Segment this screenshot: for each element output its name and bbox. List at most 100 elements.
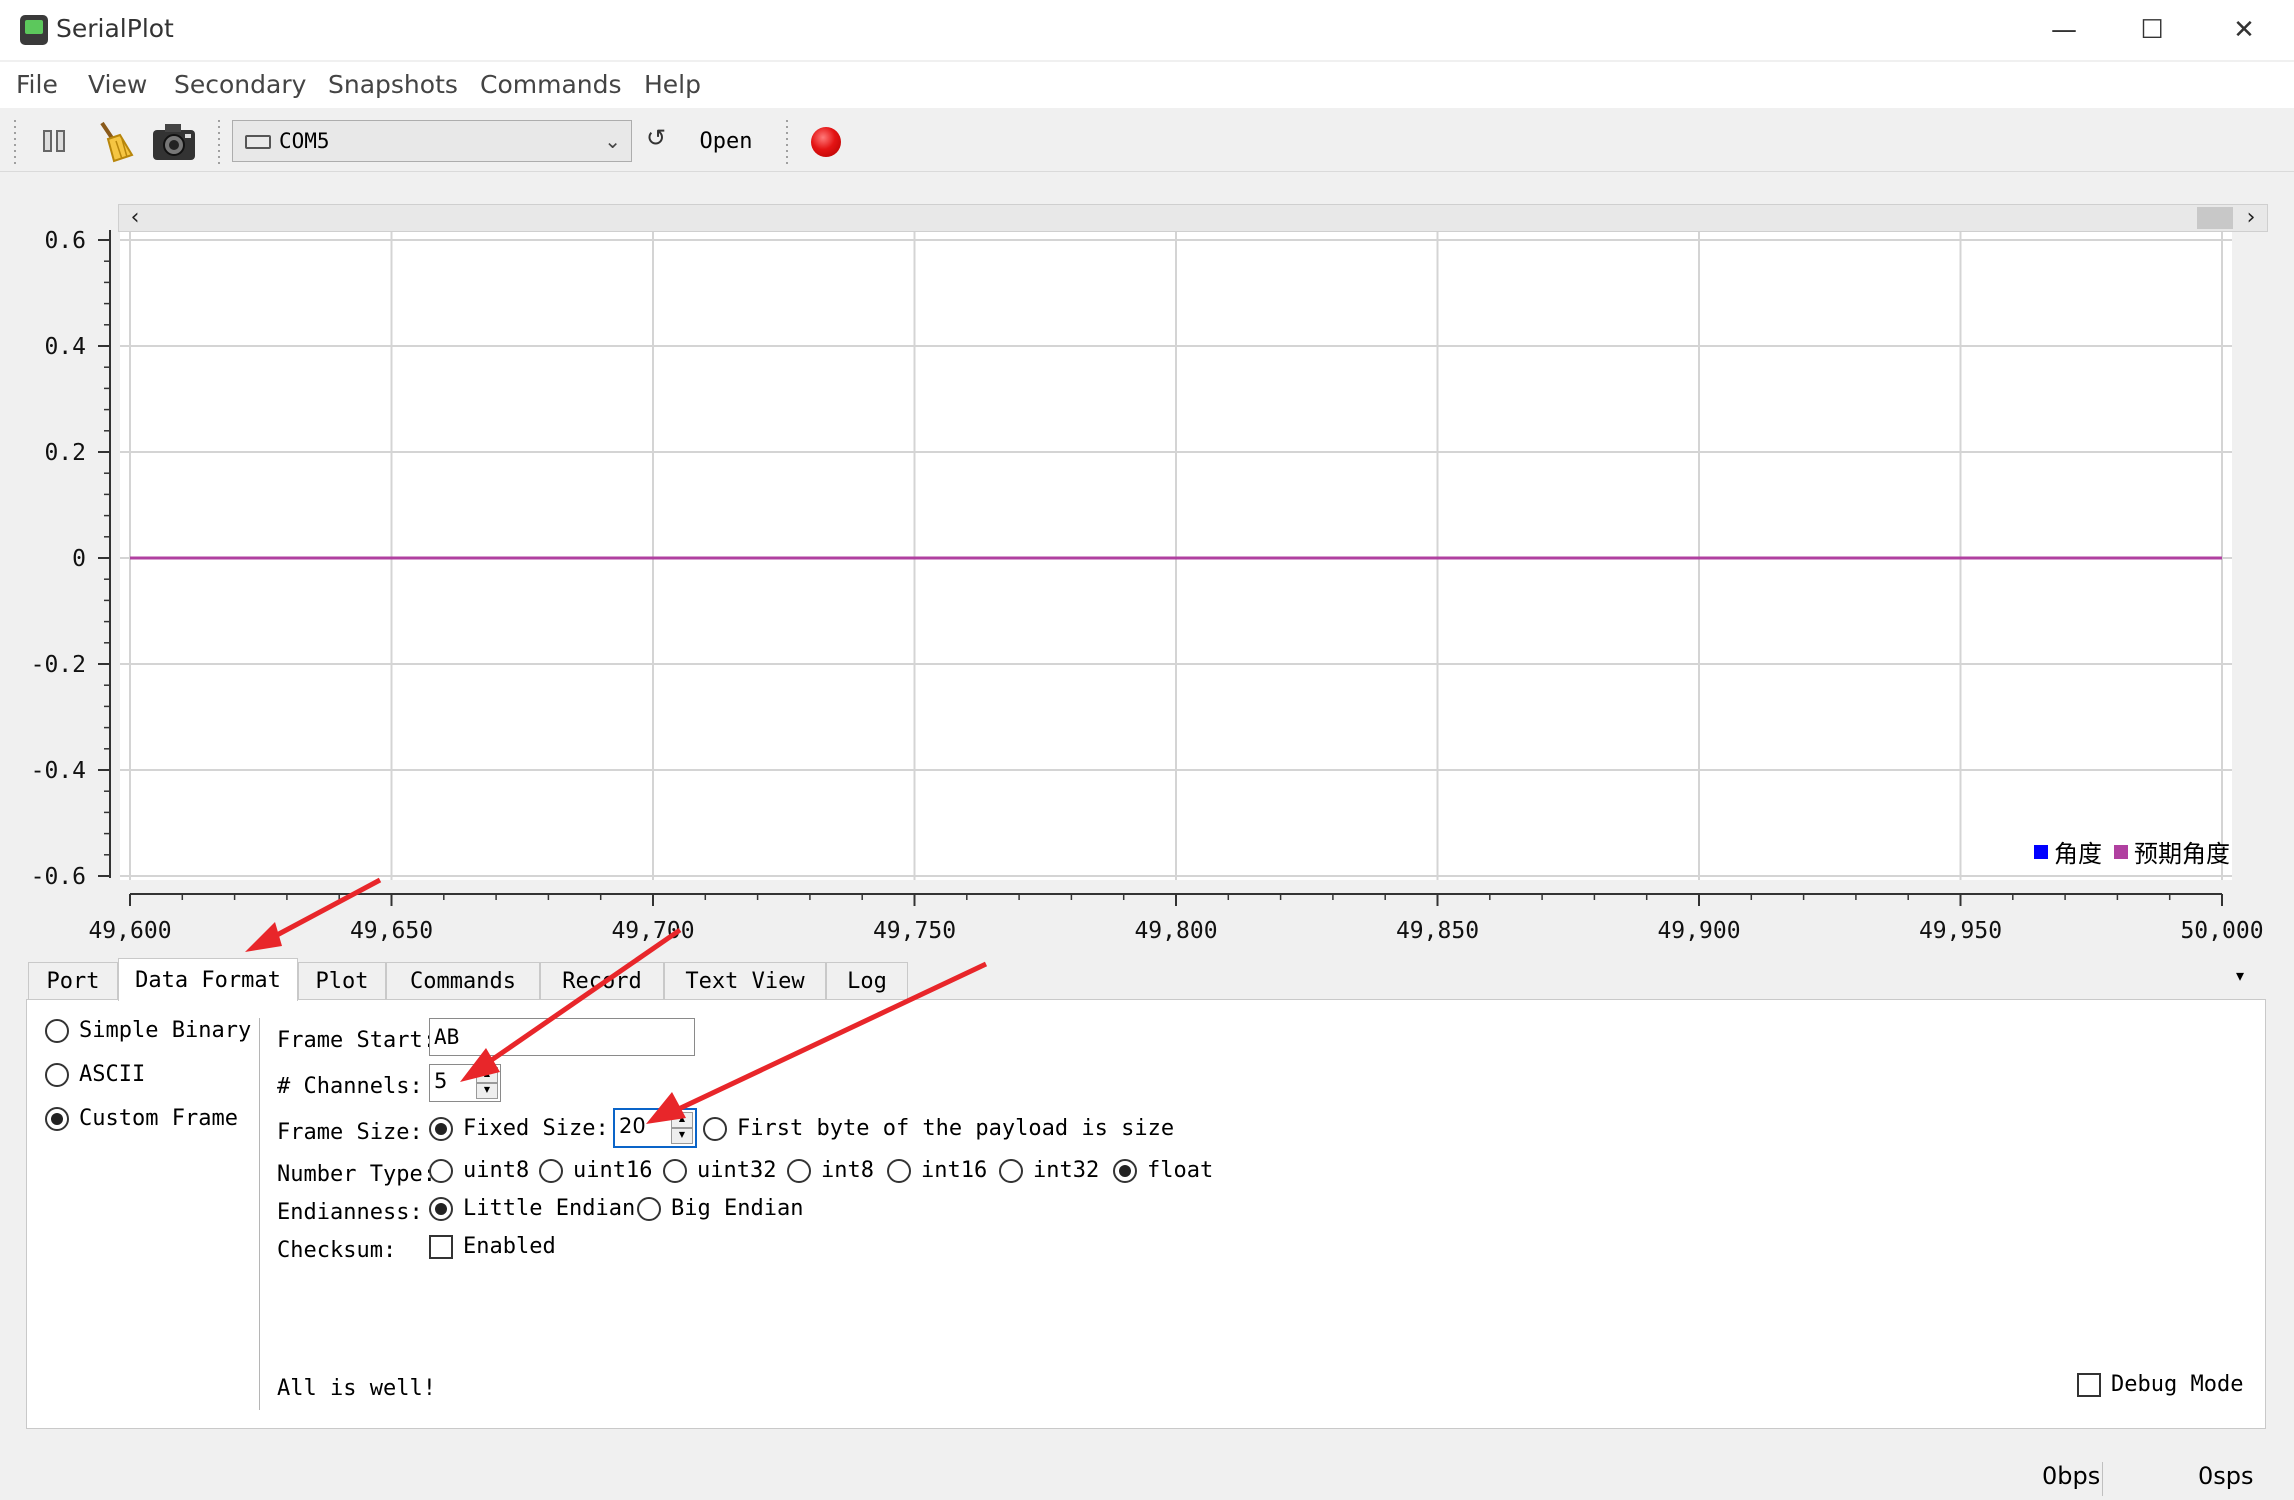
mode-custom-frame[interactable]: Custom Frame (45, 1106, 238, 1131)
radio-button[interactable] (429, 1158, 453, 1183)
legend-item[interactable]: 角度 (2034, 834, 2102, 869)
toolbar: COM5 ⌄ ↺ Open (0, 110, 2294, 172)
number-type-uint16[interactable]: uint16 (539, 1158, 652, 1183)
snapshot-button[interactable] (150, 118, 198, 164)
tab-data-format[interactable]: Data Format (118, 958, 298, 1001)
bytes-per-second: 0bps (2042, 1462, 2101, 1490)
x-tick-label: 49,600 (88, 918, 171, 944)
radio-button[interactable] (787, 1158, 811, 1183)
mode-ascii[interactable]: ASCII (45, 1062, 145, 1087)
tab-port[interactable]: Port (28, 962, 118, 1000)
checkbox[interactable] (2077, 1372, 2101, 1397)
x-tick-label: 49,700 (611, 918, 694, 944)
spin-buttons[interactable]: ▲ ▼ (476, 1067, 498, 1099)
number-type-option-label: uint8 (463, 1158, 530, 1183)
y-tick-label: -0.4 (31, 758, 86, 784)
number-type-int8[interactable]: int8 (787, 1158, 874, 1183)
reload-ports-button[interactable]: ↺ (646, 124, 667, 152)
little-endian-option[interactable]: Little Endian (429, 1196, 635, 1221)
frame-start-input[interactable]: AB (429, 1018, 695, 1056)
radio-button[interactable] (45, 1018, 69, 1043)
menu-view[interactable]: View (88, 70, 148, 99)
big-endian-option[interactable]: Big Endian (637, 1196, 803, 1221)
radio-button[interactable] (429, 1116, 453, 1141)
broom-icon (100, 121, 134, 163)
radio-button[interactable] (999, 1158, 1023, 1183)
toolbar-grip[interactable] (12, 118, 18, 164)
minimize-button[interactable]: — (2051, 15, 2077, 45)
toolbar-grip[interactable] (216, 118, 222, 164)
radio-button[interactable] (429, 1196, 453, 1221)
menu-help[interactable]: Help (644, 70, 701, 99)
samples-per-second: 0sps (2198, 1462, 2254, 1490)
radio-button[interactable] (1113, 1158, 1137, 1183)
status-message: All is well! (277, 1376, 436, 1401)
radio-button[interactable] (887, 1158, 911, 1183)
tab-text-view[interactable]: Text View (664, 962, 826, 1000)
spin-up-icon[interactable]: ▲ (671, 1112, 693, 1128)
scroll-right-icon[interactable]: › (2246, 205, 2256, 230)
number-type-option-label: int32 (1033, 1158, 1100, 1183)
mode-simple-binary[interactable]: Simple Binary (45, 1018, 251, 1043)
close-button[interactable]: ✕ (2233, 15, 2255, 45)
fixed-size-label: Fixed Size: (463, 1116, 609, 1141)
tab-commands[interactable]: Commands (386, 962, 540, 1000)
number-type-int16[interactable]: int16 (887, 1158, 987, 1183)
maximize-button[interactable]: ☐ (2140, 15, 2164, 45)
first-byte-size-option[interactable]: First byte of the payload is size (703, 1116, 1174, 1141)
number-type-int32[interactable]: int32 (999, 1158, 1099, 1183)
open-port-button[interactable]: Open (699, 128, 753, 154)
fixed-size-spinbox[interactable]: 20 ▲ ▼ (613, 1108, 697, 1148)
spin-down-icon[interactable]: ▼ (671, 1128, 693, 1144)
menu-file[interactable]: File (16, 70, 58, 99)
debug-mode-option[interactable]: Debug Mode (2077, 1372, 2243, 1397)
channels-spinbox[interactable]: 5 ▲ ▼ (429, 1064, 501, 1102)
checkbox[interactable] (429, 1234, 453, 1259)
plot-area: ‹ › 49,600 49,650 49,700 49,750 49,800 49,850… (0, 172, 2294, 948)
y-tick-label: -0.2 (31, 652, 86, 678)
number-type-uint32[interactable]: uint32 (663, 1158, 776, 1183)
plot-scrollbar[interactable]: ‹ › (118, 204, 2268, 232)
tab-plot[interactable]: Plot (298, 962, 386, 1000)
radio-button[interactable] (663, 1158, 687, 1183)
tab-menu-button[interactable]: ▾ (2236, 966, 2245, 985)
legend-label: 角度 (2054, 840, 2102, 868)
pause-button[interactable] (30, 118, 78, 164)
frame-size-label: Frame Size: (277, 1120, 423, 1145)
big-endian-label: Big Endian (671, 1196, 804, 1221)
menu-snapshots[interactable]: Snapshots (328, 70, 458, 99)
spin-down-icon[interactable]: ▼ (476, 1083, 498, 1099)
port-select[interactable]: COM5 ⌄ (232, 120, 632, 162)
serial-port-icon (245, 135, 271, 149)
y-tick-label: 0.2 (44, 440, 86, 466)
toolbar-grip[interactable] (784, 118, 790, 164)
radio-button[interactable] (637, 1196, 661, 1221)
record-icon[interactable] (811, 127, 841, 157)
number-type-float[interactable]: float (1113, 1158, 1213, 1183)
tab-log[interactable]: Log (826, 962, 908, 1000)
data-format-panel: Simple Binary ASCII Custom Frame Frame S… (26, 999, 2266, 1429)
fixed-size-option[interactable]: Fixed Size: (429, 1116, 609, 1141)
menu-secondary[interactable]: Secondary (174, 70, 307, 99)
checksum-enabled-option[interactable]: Enabled (429, 1234, 556, 1259)
tab-record[interactable]: Record (540, 962, 664, 1000)
status-separator (2102, 1462, 2103, 1496)
clear-button[interactable] (90, 118, 138, 164)
radio-button[interactable] (45, 1106, 69, 1131)
channels-label: # Channels: (277, 1074, 423, 1099)
legend-item[interactable]: 预期角度 (2114, 834, 2230, 869)
channels-value: 5 (434, 1069, 448, 1093)
radio-button[interactable] (703, 1116, 727, 1141)
menu-commands[interactable]: Commands (480, 70, 622, 99)
scroll-left-icon[interactable]: ‹ (130, 205, 140, 230)
line-chart: 49,600 49,650 49,700 49,750 49,800 49,850 49,9… (31, 228, 2264, 944)
radio-button[interactable] (539, 1158, 563, 1183)
x-tick-label: 50,000 (2180, 918, 2263, 944)
scroll-thumb[interactable] (2197, 207, 2233, 229)
endianness-label: Endianness: (277, 1200, 423, 1225)
radio-button[interactable] (45, 1062, 69, 1087)
mode-label: Simple Binary (79, 1018, 252, 1043)
spin-up-icon[interactable]: ▲ (476, 1067, 498, 1083)
spin-buttons[interactable]: ▲ ▼ (671, 1112, 693, 1144)
number-type-uint8[interactable]: uint8 (429, 1158, 529, 1183)
